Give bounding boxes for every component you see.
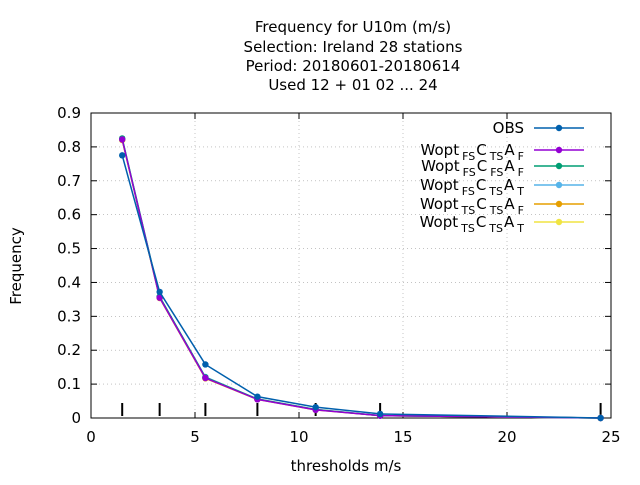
title-line-1: Frequency for U10m (m/s) [255,18,451,36]
series-line [121,138,601,419]
legend-label: Wopt TSC TSA T [420,213,525,235]
legend-entry-1: Wopt FSC TSA F [421,141,584,163]
x-tick-label: 25 [601,428,620,446]
data-point [156,288,163,296]
data-point [254,393,261,400]
legend-swatch-point [555,124,563,132]
legend-label: Wopt FSC TSA F [421,141,524,163]
data-point [202,374,209,382]
legend-swatch-point [555,146,563,154]
series-0 [119,152,604,422]
title-line-4: Used 12 + 01 02 ... 24 [268,76,437,94]
series-line [121,139,601,419]
y-tick-label: 0.5 [57,240,81,258]
data-point [119,136,126,143]
data-point [376,410,384,418]
legend-swatch-point [555,162,563,170]
axes: 0 0.1 0.2 0.3 0.4 0.5 0.6 0.7 0.8 0.9 0 5 10 15 20 25 [57,104,620,446]
data-point [597,414,604,422]
series-line [121,138,601,419]
series-line [121,155,601,419]
y-tick-label: 0.7 [57,172,81,190]
series-5 [119,136,604,422]
y-tick-label: 0.2 [57,341,81,359]
data-point [156,294,163,301]
legend-swatch-point [555,181,563,189]
title-line-3: Period: 20180601-20180614 [246,57,461,75]
x-axis-label: thresholds m/s [291,457,402,475]
series-line [121,139,601,419]
x-tick-label: 0 [86,428,96,446]
legend-label: Wopt FSC FSA F [421,157,524,179]
series [119,135,604,422]
y-tick-label: 0.1 [57,375,81,393]
y-axis-label: Frequency [7,227,25,305]
y-tick-label: 0.3 [57,307,81,325]
x-tick-label: 20 [497,428,516,446]
data-point [119,152,126,159]
legend-label: OBS [493,119,524,137]
y-tick-label: 0.4 [57,273,81,291]
y-tick-label: 0 [71,409,81,427]
y-tick-label: 0.9 [57,104,81,122]
x-tick-label: 5 [190,428,200,446]
legend-swatch-point [555,200,563,208]
x-tick-label: 15 [393,428,412,446]
chart-title: Frequency for U10m (m/s) Selection: Irel… [244,18,463,94]
legend-label: Wopt TSC TSA F [420,195,524,217]
y-tick-label: 0.6 [57,206,81,224]
y-tick-label: 0.8 [57,138,81,156]
series-4 [119,136,604,422]
legend-entry-3: Wopt FSC TSA T [420,176,584,198]
series-2 [119,135,604,422]
plot-frame [90,112,612,419]
x-tick-label: 10 [289,428,308,446]
legend-label: Wopt FSC TSA T [420,176,524,198]
legend-entry-5: Wopt TSC TSA T [420,213,584,235]
title-line-2: Selection: Ireland 28 stations [244,38,463,56]
grid [91,113,611,418]
legend-entry-2: Wopt FSC FSA F [421,157,584,179]
legend-entry-4: Wopt TSC TSA F [420,195,584,217]
legend-swatch-point [555,218,563,226]
data-point [312,403,319,411]
series-line [121,139,601,419]
series-3 [119,135,604,422]
series-1 [119,136,604,422]
legend-entry-0: OBS [493,119,584,137]
data-point [202,361,209,368]
